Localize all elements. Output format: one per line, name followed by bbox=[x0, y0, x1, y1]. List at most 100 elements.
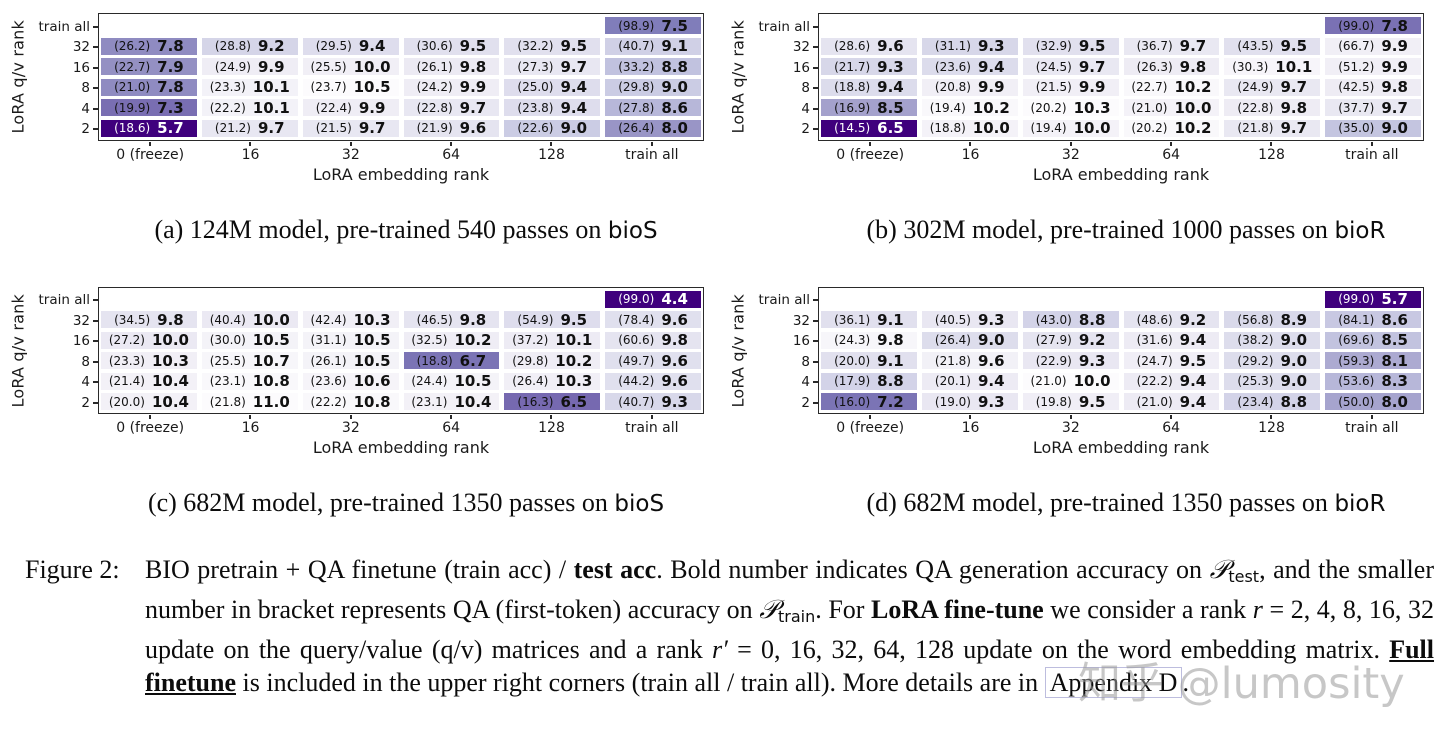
heatmap-cell: (21.0) 10.0 bbox=[1022, 372, 1119, 390]
x-axis-label: LoRA embedding rank bbox=[312, 438, 490, 457]
heatmap-cell bbox=[404, 17, 500, 34]
heatmap-cell: (29.8) 9.0 bbox=[605, 78, 701, 96]
heatmap-cell: (27.3) 9.7 bbox=[504, 58, 601, 76]
subcaption-label: (a) bbox=[154, 214, 184, 244]
caption-segment: 𝒫 bbox=[759, 595, 778, 624]
y-tick-mark bbox=[813, 128, 818, 130]
heatmap-cell bbox=[821, 17, 917, 34]
x-tick-label: 128 bbox=[1221, 415, 1321, 436]
subcaption-dataset: bioR bbox=[1334, 217, 1386, 244]
y-tick-label: 2 bbox=[30, 394, 98, 411]
heatmap-cell: (46.5) 9.8 bbox=[403, 311, 500, 329]
y-tick-mark bbox=[813, 299, 818, 301]
heatmap-cell: (51.2) 9.9 bbox=[1325, 58, 1421, 76]
heatmap-cell: (24.9) 9.9 bbox=[201, 58, 298, 76]
heatmap-cell: (32.9) 9.5 bbox=[1022, 37, 1119, 55]
heatmap-cell: (40.4) 10.0 bbox=[201, 311, 298, 329]
panel-block-d: LoRA q/v rank train all 32 16 8 4 2 (99.0) 5.7… bbox=[720, 286, 1440, 519]
appendix-link[interactable]: Appendix D bbox=[1044, 667, 1183, 698]
y-tick-label: 8 bbox=[30, 80, 98, 97]
x-axis-label: LoRA embedding rank bbox=[312, 164, 490, 184]
heatmap-cell bbox=[504, 291, 600, 308]
heatmap-cell: (56.8) 8.9 bbox=[1224, 311, 1321, 329]
heatmap-cell: (53.6) 8.3 bbox=[1325, 372, 1421, 390]
heatmap-cell: (23.8) 9.4 bbox=[504, 99, 601, 117]
heatmap-cell: (24.9) 9.7 bbox=[1224, 78, 1321, 96]
heatmap-cell: (22.7) 10.2 bbox=[1123, 78, 1220, 96]
heatmap-cell: (99.0) 7.8 bbox=[1325, 17, 1421, 35]
subcaption-c: (c) 682M model, pre-trained 1350 passes … bbox=[92, 488, 720, 518]
heatmap-cell: (60.6) 9.8 bbox=[605, 331, 701, 349]
heatmap-grid: (99.0) 5.7 (36.1) 9.1 (40.5) 9.3 (43.0) 8.8 (48.… bbox=[818, 286, 1424, 414]
y-axis-label: LoRA q/v rank bbox=[728, 293, 748, 407]
heatmap-cell: (20.8) 9.9 bbox=[921, 78, 1018, 96]
heatmap-cell: (19.0) 9.3 bbox=[921, 393, 1018, 411]
heatmap-panel-b: LoRA q/v rank train all 32 16 8 4 2 (99.0) 7.8… bbox=[720, 13, 1440, 184]
heatmap-cell: (25.5) 10.7 bbox=[201, 352, 298, 370]
subcaption-label: (b) bbox=[866, 214, 897, 244]
heatmap-cell: (22.2) 9.4 bbox=[1123, 372, 1220, 390]
heatmap-cell: (20.2) 10.3 bbox=[1022, 99, 1119, 117]
heatmap-cell: (21.0) 7.8 bbox=[101, 78, 197, 96]
heatmap-cell: (21.5) 9.9 bbox=[1022, 78, 1119, 96]
subcaption-dataset: bioS bbox=[614, 491, 665, 517]
heatmap-panel-d: LoRA q/v rank train all 32 16 8 4 2 (99.0) 5.7… bbox=[720, 286, 1440, 457]
y-tick-mark bbox=[813, 360, 818, 363]
heatmap-cell: (23.7) 10.5 bbox=[302, 78, 399, 96]
x-tick-label: train all bbox=[602, 415, 702, 436]
heatmap-cell: (29.2) 9.0 bbox=[1224, 352, 1321, 370]
panel-block-b: LoRA q/v rank train all 32 16 8 4 2 (99.0) 7.8… bbox=[720, 13, 1440, 245]
y-tick-mark bbox=[93, 319, 98, 322]
heatmap-cell: (27.8) 8.6 bbox=[605, 99, 701, 117]
heatmap-cell: (22.8) 9.8 bbox=[1224, 99, 1321, 117]
heatmap-cell: (44.2) 9.6 bbox=[605, 372, 701, 390]
heatmap-cell bbox=[1124, 291, 1220, 308]
subcaption-text: 302M model, pre-trained 1000 passes on bbox=[903, 214, 1328, 244]
y-tick-labels: train all 32 16 8 4 2 bbox=[750, 287, 818, 415]
figure-caption-label: Figure 2: bbox=[25, 555, 120, 584]
heatmap-cell: (24.5) 9.7 bbox=[1022, 58, 1119, 76]
y-tick-mark bbox=[813, 107, 818, 110]
heatmap-cell: (21.8) 9.6 bbox=[921, 352, 1018, 370]
y-tick-label: train all bbox=[750, 18, 818, 35]
heatmap-cell bbox=[922, 291, 1018, 308]
y-tick-mark bbox=[813, 46, 818, 48]
x-tick-label: 64 bbox=[401, 415, 501, 436]
y-tick-mark bbox=[93, 299, 98, 301]
y-axis-label: LoRA q/v rank bbox=[728, 20, 748, 134]
caption-segment: = 2, 4, 8, 16, 32 update on the query/va… bbox=[145, 595, 1434, 664]
heatmap-cell: (32.2) 9.5 bbox=[504, 37, 601, 55]
heatmap-cell: (23.6) 10.6 bbox=[302, 372, 399, 390]
heatmap-cell: (22.8) 9.7 bbox=[403, 99, 500, 117]
heatmap-grid: (99.0) 7.8 (28.6) 9.6 (31.1) 9.3 (32.9) 9.5 (36.… bbox=[818, 13, 1424, 141]
x-tick-label: 128 bbox=[501, 415, 601, 436]
heatmap-cell bbox=[821, 291, 917, 308]
heatmap-cell: (19.8) 9.5 bbox=[1022, 393, 1119, 411]
heatmap-cell: (18.6) 5.7 bbox=[101, 119, 197, 137]
x-tick-label: train all bbox=[1322, 415, 1422, 436]
y-tick-mark bbox=[813, 87, 818, 89]
panel-block-c: LoRA q/v rank train all 32 16 8 4 2 (99.0) 4.4… bbox=[0, 286, 720, 519]
y-tick-label: train all bbox=[750, 292, 818, 309]
heatmap-cell bbox=[1124, 17, 1220, 34]
x-tick-label: 16 bbox=[920, 415, 1020, 436]
heatmap-cell: (21.5) 9.7 bbox=[302, 119, 399, 137]
y-tick-label: 4 bbox=[30, 100, 98, 117]
heatmap-cell: (24.7) 9.5 bbox=[1123, 352, 1220, 370]
heatmap-cell bbox=[303, 291, 399, 308]
heatmap-cell: (17.9) 8.8 bbox=[821, 372, 917, 390]
y-axis-label: LoRA q/v rank bbox=[8, 20, 28, 134]
subcaption-d: (d) 682M model, pre-trained 1350 passes … bbox=[812, 488, 1440, 518]
heatmap-cell: (50.0) 8.0 bbox=[1325, 393, 1421, 411]
y-tick-label: 32 bbox=[750, 312, 818, 329]
heatmap-cell: (99.0) 4.4 bbox=[605, 290, 701, 308]
heatmap-grid: (98.9) 7.5 (26.2) 7.8 (28.8) 9.2 (29.5) 9.4 (30.… bbox=[98, 13, 704, 141]
heatmap-cell: (26.1) 9.8 bbox=[403, 58, 500, 76]
heatmap-cell: (49.7) 9.6 bbox=[605, 352, 701, 370]
heatmap-cell bbox=[504, 17, 600, 34]
heatmap-cell: (22.6) 9.0 bbox=[504, 119, 601, 137]
y-tick-mark bbox=[813, 319, 818, 322]
heatmap-cell: (54.9) 9.5 bbox=[504, 311, 601, 329]
figure-2-page: LoRA q/v rank train all 32 16 8 4 2 (98.9) 7.5… bbox=[0, 0, 1440, 699]
heatmap-cell: (27.9) 9.2 bbox=[1022, 331, 1119, 349]
